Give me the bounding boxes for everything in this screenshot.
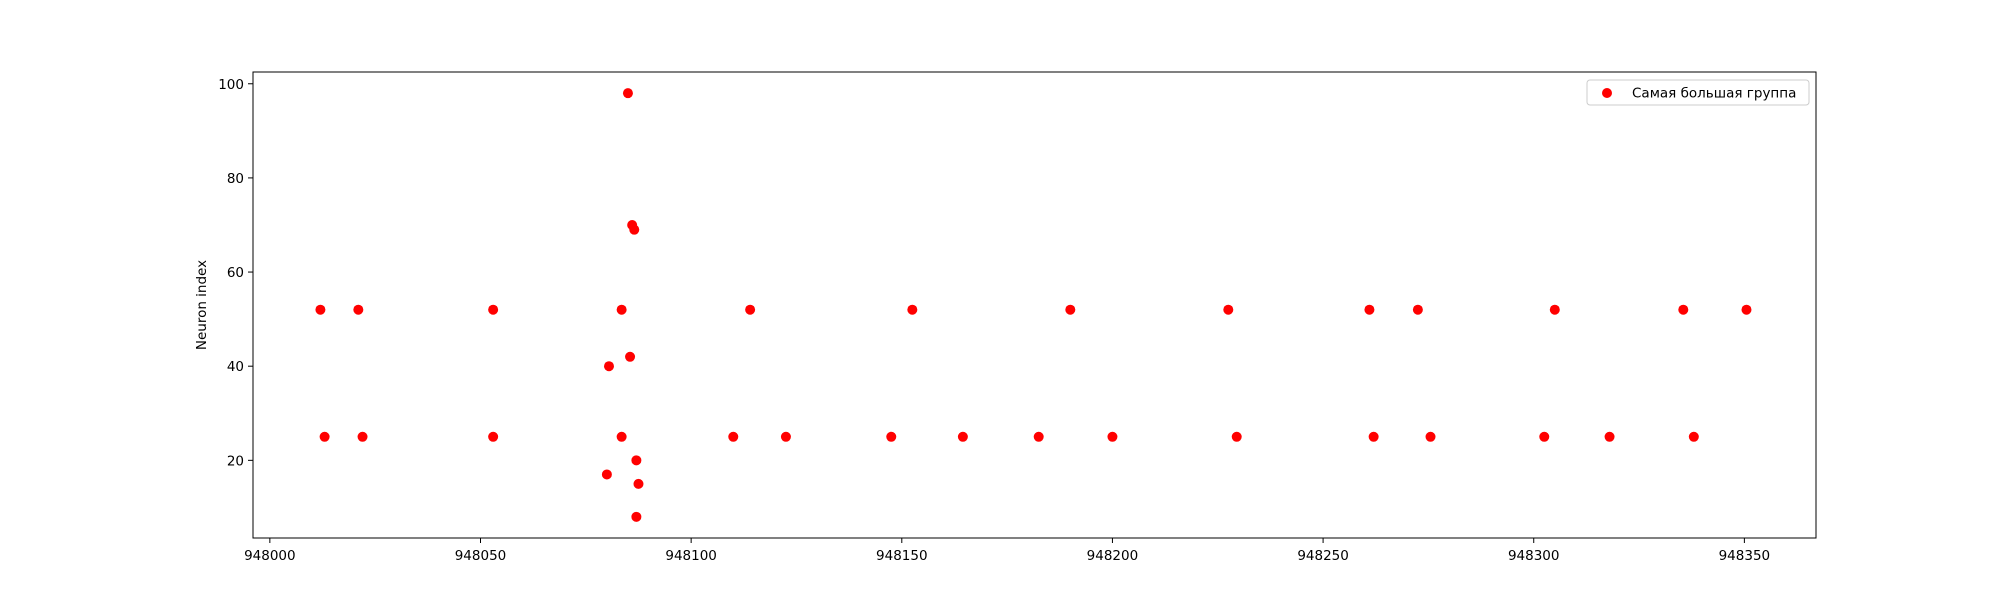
data-point [886,431,897,442]
y-tick-label: 60 [227,265,244,281]
data-point [780,431,791,442]
y-axis: 20 40 60 80 100 [218,77,253,469]
data-point [629,224,640,235]
y-axis-label: Neuron index [194,260,210,350]
y-tick-label: 80 [227,171,244,187]
plot-frame [252,71,1817,539]
data-point [1678,304,1689,315]
data-point [631,455,642,466]
x-tick-label: 948350 [1719,548,1771,564]
data-point [488,431,499,442]
data-point [625,351,636,362]
data-point [907,304,918,315]
data-point [1604,431,1615,442]
data-point [1107,431,1118,442]
legend: Самая большая группа [1586,79,1810,106]
data-point [357,431,368,442]
data-point [745,304,756,315]
y-tick-label: 20 [227,453,244,469]
data-point [488,304,499,315]
data-point [353,304,364,315]
data-point [601,469,612,480]
data-point [1223,304,1234,315]
data-point [319,431,330,442]
data-point [957,431,968,442]
data-point [1688,431,1699,442]
data-point [1549,304,1560,315]
data-point [616,431,627,442]
data-point [631,511,642,522]
data-point [1539,431,1550,442]
data-point [1368,431,1379,442]
x-tick-label: 948250 [1297,548,1349,564]
y-tick-label: 100 [218,77,244,93]
data-point [1364,304,1375,315]
data-point [1033,431,1044,442]
legend-marker [1602,88,1612,98]
x-tick-label: 948150 [876,548,928,564]
x-tick-label: 948200 [1087,548,1139,564]
data-point [315,304,326,315]
x-axis: 948000 948050 948100 948150 948200 948250 9483… [244,538,1770,564]
data-point [1425,431,1436,442]
legend-label: Самая большая группа [1632,86,1796,102]
data-point [1412,304,1423,315]
x-tick-label: 948100 [665,548,717,564]
legend-box [1586,79,1810,106]
y-tick-label: 40 [227,359,244,375]
data-points [315,88,1752,522]
data-point [1741,304,1752,315]
x-tick-label: 948050 [455,548,507,564]
data-point [1231,431,1242,442]
data-point [633,478,644,489]
plot-area [253,72,1816,538]
x-tick-label: 948300 [1508,548,1560,564]
data-point [616,304,627,315]
data-point [622,88,633,99]
x-tick-label: 948000 [244,548,296,564]
data-point [1065,304,1076,315]
data-point [603,361,614,372]
data-point [728,431,739,442]
